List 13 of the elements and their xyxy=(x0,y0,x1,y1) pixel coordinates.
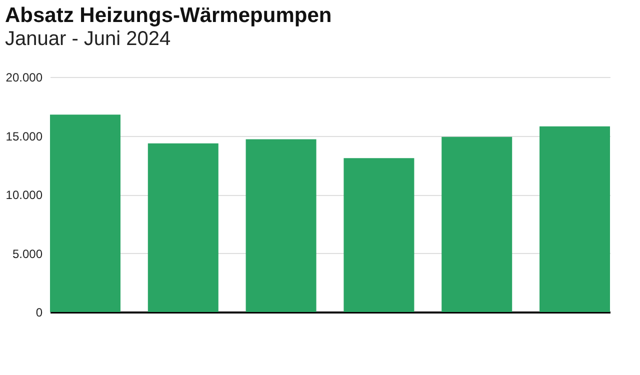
y-tick-label: 0 xyxy=(36,306,43,320)
chart-subtitle: Januar - Juni 2024 xyxy=(5,28,171,50)
bar xyxy=(148,143,218,312)
y-tick-label: 5.000 xyxy=(12,246,43,261)
bar xyxy=(50,114,120,312)
y-tick-label: 10.000 xyxy=(6,188,43,202)
y-tick-label: 15.000 xyxy=(6,129,43,144)
chart-title: Absatz Heizungs-Wärmepumpen xyxy=(5,4,332,27)
bar xyxy=(344,158,414,312)
y-tick-label: 20.000 xyxy=(6,70,43,84)
bar xyxy=(540,126,610,312)
bar xyxy=(442,136,512,312)
bar xyxy=(246,139,316,312)
